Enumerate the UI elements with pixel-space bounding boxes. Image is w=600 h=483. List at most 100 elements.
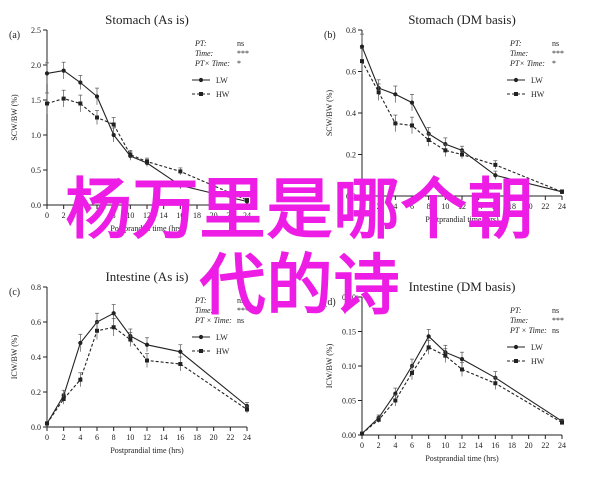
panel-letter: (a) (9, 30, 20, 41)
x-tick-label: 18 (193, 433, 201, 442)
panel-b: (b)Stomach (DM basis)0.00.20.40.60.80 2 4 6… (324, 12, 566, 224)
stat-value: ns (237, 39, 244, 48)
data-point-hw (493, 381, 498, 386)
x-tick-label: 12 (143, 433, 151, 442)
legend-label: LW (531, 343, 543, 352)
x-tick-label: 8 (427, 441, 431, 450)
x-tick-label: 2 (62, 433, 66, 442)
legend-marker (514, 359, 518, 363)
data-point-hw (178, 169, 183, 174)
stat-label: Time: (195, 49, 214, 58)
legend-label: LW (216, 333, 228, 342)
panel-d: (d) Intestine (DM basis) 0.00 0.05 0.10 0.15 0… (324, 279, 566, 463)
stat-label: PT × Time: (509, 326, 547, 335)
x-axis-label: Postprandial time (hrs) (425, 215, 499, 224)
y-axis-label: SCW/BW (%) (325, 90, 334, 137)
data-point-lw (426, 334, 431, 339)
x-tick-label: 4 (393, 441, 397, 450)
data-point-hw (410, 123, 414, 128)
x-tick-label: 22 (226, 211, 234, 220)
x-tick-label: 22 (541, 441, 549, 450)
stat-label: PT: (194, 296, 207, 305)
x-tick-label: 12 (143, 211, 151, 220)
series-line-lw (46, 312, 248, 424)
data-point-hw (128, 337, 133, 342)
data-point-hw (145, 159, 149, 164)
x-tick-label: 24 (558, 202, 566, 211)
legend-label: LW (216, 76, 228, 85)
series-line-hw (361, 60, 563, 193)
y-tick-label: 0.00 (342, 431, 356, 440)
y-tick-label: 0.0 (346, 192, 356, 201)
legend-marker (199, 92, 203, 96)
x-tick-label: 14 (160, 211, 168, 220)
x-tick-label: 10 (441, 202, 449, 211)
legend-label: LW (531, 76, 543, 85)
y-tick-label: 0.8 (346, 26, 356, 35)
x-tick-label: 8 (427, 202, 431, 211)
x-tick-label: 22 (541, 202, 549, 211)
x-tick-label: 16 (491, 441, 499, 450)
x-axis-label: Postprandial time (hrs) (110, 224, 184, 233)
x-tick-label: 2 (377, 441, 381, 450)
x-tick-label: 4 (393, 202, 397, 211)
x-tick-label: 2 (62, 211, 66, 220)
panel-title: Intestine (DM basis) (409, 279, 516, 294)
legend-marker (199, 349, 203, 353)
x-tick-label: 16 (176, 211, 184, 220)
data-point-hw (560, 420, 564, 425)
data-point-hw (393, 121, 398, 126)
data-point-lw (61, 68, 66, 73)
data-point-hw (443, 353, 448, 358)
data-point-hw (95, 115, 99, 120)
stat-value: * (552, 59, 556, 68)
stat-value: *** (237, 49, 249, 58)
x-tick-label: 6 (410, 441, 414, 450)
x-tick-label: 10 (441, 441, 449, 450)
data-point-hw (178, 362, 183, 366)
data-point-lw (459, 357, 465, 362)
y-tick-label: 0.0 (31, 423, 41, 432)
legend-marker (198, 334, 204, 340)
y-tick-label: 0.2 (31, 388, 41, 397)
data-point-hw (111, 325, 116, 330)
data-point-lw (144, 342, 150, 347)
stat-value: ns (552, 39, 559, 48)
stat-value: ns (237, 296, 244, 305)
x-tick-label: 6 (95, 433, 99, 442)
stat-value: ns (552, 326, 559, 335)
y-tick-label: 0.6 (31, 318, 41, 327)
legend-label: HW (531, 90, 545, 99)
x-tick-label: 10 (126, 433, 134, 442)
x-tick-label: 4 (78, 211, 82, 220)
data-point-hw (426, 345, 431, 350)
x-tick-label: 24 (243, 211, 251, 220)
x-tick-label: 6 (95, 211, 99, 220)
legend-marker (513, 344, 519, 350)
series-line-hw (361, 346, 563, 435)
data-point-hw (61, 397, 66, 401)
stat-label: PT: (509, 306, 522, 315)
data-point-lw (178, 183, 183, 188)
panel-letter: (d) (324, 297, 336, 308)
stat-label: PT × Time: (194, 316, 232, 325)
legend-label: HW (216, 347, 230, 356)
data-point-hw (376, 90, 381, 95)
x-tick-label: 8 (112, 211, 116, 220)
x-tick-label: 14 (475, 441, 483, 450)
x-tick-label: 0 (360, 202, 364, 211)
data-point-hw (45, 101, 49, 106)
stat-label: Time: (510, 316, 529, 325)
x-tick-label: 20 (210, 211, 218, 220)
y-tick-label: 0.4 (346, 109, 356, 118)
data-point-lw (94, 94, 100, 99)
data-point-hw (78, 377, 83, 382)
data-point-lw (78, 80, 83, 85)
stat-label: PT× Time: (194, 59, 230, 68)
overlay-text: 杨万里是哪个朝 代的诗 (0, 172, 600, 324)
data-point-hw (376, 417, 381, 422)
x-tick-label: 20 (525, 441, 533, 450)
data-point-hw (360, 431, 364, 436)
x-tick-label: 20 (525, 202, 533, 211)
